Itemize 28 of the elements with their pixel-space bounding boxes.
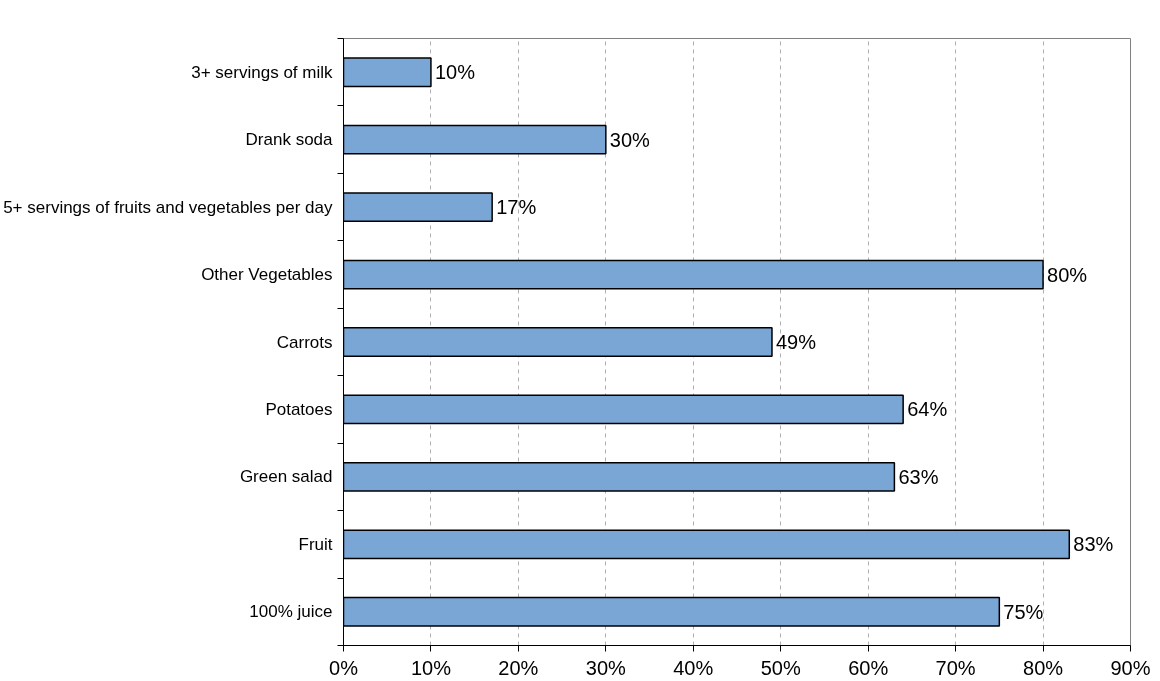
data-label: 63% (898, 465, 939, 488)
data-label: 75% (1003, 600, 1044, 623)
y-tick-label: Carrots (276, 332, 333, 352)
y-tick-label: Green salad (239, 467, 333, 487)
y-tick-label: Other Vegetables (201, 265, 333, 285)
x-tick-label: 0% (329, 656, 359, 679)
x-tick-label: 60% (848, 656, 889, 679)
x-tick-label: 30% (585, 656, 627, 679)
x-tick-label: 70% (935, 656, 976, 679)
data-label: 64% (907, 398, 948, 421)
x-tick-label: 50% (760, 656, 801, 679)
x-tick-label: 40% (673, 656, 714, 679)
x-tick-label: 10% (410, 656, 452, 679)
y-tick-label: Drank soda (245, 130, 334, 150)
data-label: 80% (1047, 263, 1088, 286)
y-tick-label: 100% juice (249, 602, 333, 622)
data-label: 17% (496, 196, 537, 219)
y-tick-label: 5+ servings of fruits and vegetables per day (3, 197, 333, 217)
x-tick-label: 20% (498, 656, 539, 679)
data-label: 83% (1073, 533, 1114, 556)
x-tick-label: 90% (1110, 656, 1151, 679)
data-label: 30% (609, 128, 651, 151)
x-tick-label: 80% (1023, 656, 1064, 679)
y-tick-label: 3+ servings of milk (191, 62, 333, 82)
data-label: 49% (775, 331, 817, 353)
data-label: 10% (434, 61, 476, 84)
y-tick-label: Potatoes (265, 399, 333, 419)
y-tick-label: Fruit (298, 534, 333, 554)
